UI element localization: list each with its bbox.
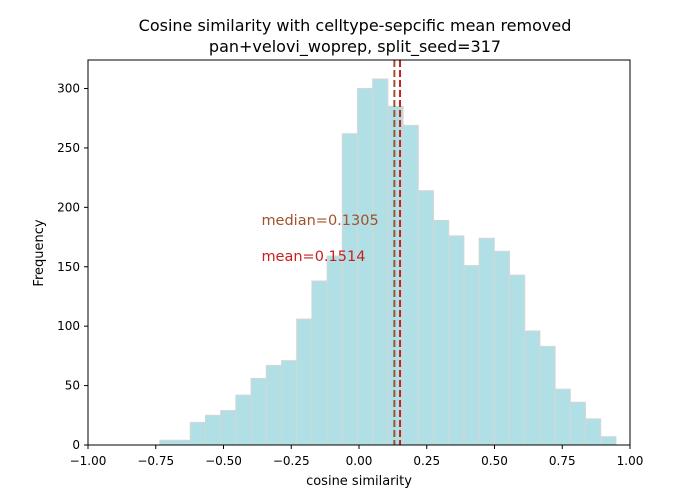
histogram-bar — [250, 377, 267, 446]
x-tick-label: 0.25 — [413, 454, 440, 468]
histogram-bar — [463, 265, 480, 446]
histogram-bar — [235, 394, 252, 446]
histogram-bar — [280, 360, 298, 446]
annotations: median=0.1305 mean=0.1514 — [261, 213, 378, 265]
histogram-bar — [585, 418, 602, 446]
histogram-bar — [524, 330, 541, 446]
y-tick-label: 150 — [57, 260, 80, 274]
histogram-bar — [220, 410, 237, 446]
histogram-bar — [159, 439, 176, 446]
histogram-bar — [478, 237, 495, 446]
histogram-bar — [311, 280, 328, 446]
histogram-bar — [569, 401, 587, 446]
y-tick-label: 200 — [57, 200, 80, 214]
y-tick-label: 50 — [65, 379, 80, 393]
x-tick-label: −0.25 — [273, 454, 310, 468]
y-tick-label: 300 — [57, 82, 80, 96]
histogram-bar — [600, 436, 617, 446]
histogram-bar — [402, 124, 419, 446]
histogram-bar — [509, 274, 526, 446]
histogram-bar — [554, 388, 571, 446]
histogram-bar — [265, 364, 282, 446]
histogram-bar — [326, 255, 343, 446]
histogram-bar — [448, 235, 465, 446]
y-tick-label: 0 — [72, 438, 80, 452]
y-tick-label: 100 — [57, 319, 80, 333]
x-tick-label: −1.00 — [70, 454, 107, 468]
mean-annotation: mean=0.1514 — [261, 249, 365, 265]
chart-title-line1: Cosine similarity with celltype-sepcific… — [139, 16, 572, 35]
histogram-bar — [174, 439, 191, 446]
histogram-bar — [432, 219, 450, 446]
histogram-bar — [417, 190, 434, 446]
x-tick-label: 1.00 — [617, 454, 644, 468]
histogram-bar — [296, 318, 313, 446]
x-tick-label: −0.75 — [137, 454, 174, 468]
histogram-bar — [539, 345, 556, 446]
histogram-bar — [204, 414, 222, 446]
chart-title-line2: pan+velovi_woprep, split_seed=317 — [209, 37, 501, 57]
y-axis-label: Frequency — [32, 219, 47, 286]
histogram-bar — [341, 133, 358, 446]
y-axis-ticks: 0 50 100 150 200 250 300 — [57, 82, 88, 452]
x-tick-label: 0.00 — [346, 454, 373, 468]
x-axis-ticks: −1.00 −0.75 −0.50 −0.25 0.00 0.25 0.50 0.75 1.00 — [70, 445, 644, 468]
histogram-bar — [493, 250, 511, 446]
x-tick-label: −0.50 — [205, 454, 242, 468]
histogram-bar — [356, 88, 374, 446]
histogram-bar — [189, 421, 206, 446]
bars-group — [159, 78, 617, 446]
x-tick-label: 0.75 — [549, 454, 576, 468]
median-annotation: median=0.1305 — [261, 213, 378, 229]
x-axis-label: cosine similarity — [306, 474, 412, 489]
reference-lines — [393, 60, 402, 445]
y-tick-label: 250 — [57, 141, 80, 155]
x-tick-label: 0.50 — [481, 454, 508, 468]
histogram-bar — [372, 78, 389, 446]
